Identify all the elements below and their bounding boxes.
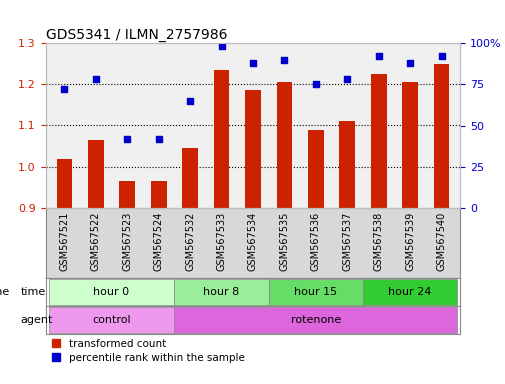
Text: GSM567522: GSM567522	[91, 212, 100, 271]
Bar	[370, 74, 386, 208]
Bar	[401, 82, 417, 208]
Point	[342, 76, 350, 83]
Text: GSM567524: GSM567524	[154, 212, 164, 271]
Bar	[339, 121, 355, 208]
FancyBboxPatch shape	[48, 308, 174, 333]
Point	[437, 53, 445, 59]
Text: rotenone: rotenone	[290, 315, 340, 325]
Text: GSM567533: GSM567533	[216, 212, 226, 271]
Text: time: time	[0, 287, 10, 297]
Text: hour 0: hour 0	[93, 287, 129, 297]
Text: GSM567521: GSM567521	[59, 212, 69, 271]
Text: GSM567537: GSM567537	[341, 212, 351, 271]
Bar	[308, 130, 323, 208]
Point	[311, 81, 319, 87]
Point	[248, 60, 257, 66]
Text: GSM567540: GSM567540	[436, 212, 446, 271]
Bar	[57, 159, 72, 208]
Text: control: control	[92, 315, 131, 325]
Text: agent: agent	[20, 315, 53, 325]
FancyBboxPatch shape	[362, 280, 457, 305]
Bar	[276, 82, 292, 208]
Text: GSM567523: GSM567523	[122, 212, 132, 271]
FancyBboxPatch shape	[174, 280, 268, 305]
Text: GDS5341 / ILMN_2757986: GDS5341 / ILMN_2757986	[45, 28, 227, 42]
Bar	[150, 181, 166, 208]
Point	[217, 43, 225, 50]
Bar	[88, 140, 104, 208]
Point	[123, 136, 131, 142]
FancyBboxPatch shape	[268, 280, 362, 305]
Text: GSM567534: GSM567534	[247, 212, 258, 271]
Point	[60, 86, 68, 92]
Bar	[244, 91, 261, 208]
Text: GSM567536: GSM567536	[310, 212, 320, 271]
Text: hour 8: hour 8	[203, 287, 239, 297]
Text: hour 15: hour 15	[294, 287, 337, 297]
Legend: transformed count, percentile rank within the sample: transformed count, percentile rank withi…	[50, 339, 245, 363]
Point	[280, 56, 288, 63]
Point	[91, 76, 99, 83]
Text: GSM567539: GSM567539	[405, 212, 414, 271]
Point	[406, 60, 414, 66]
Text: GSM567538: GSM567538	[373, 212, 383, 271]
Point	[374, 53, 382, 59]
Text: GSM567535: GSM567535	[279, 212, 289, 271]
Bar	[119, 181, 135, 208]
FancyBboxPatch shape	[48, 280, 174, 305]
Bar	[433, 64, 448, 208]
Text: time: time	[20, 287, 45, 297]
Point	[186, 98, 194, 104]
Bar	[213, 70, 229, 208]
Bar	[182, 148, 197, 208]
Point	[155, 136, 163, 142]
Text: GSM567532: GSM567532	[185, 212, 195, 271]
Text: hour 24: hour 24	[388, 287, 431, 297]
FancyBboxPatch shape	[174, 308, 457, 333]
